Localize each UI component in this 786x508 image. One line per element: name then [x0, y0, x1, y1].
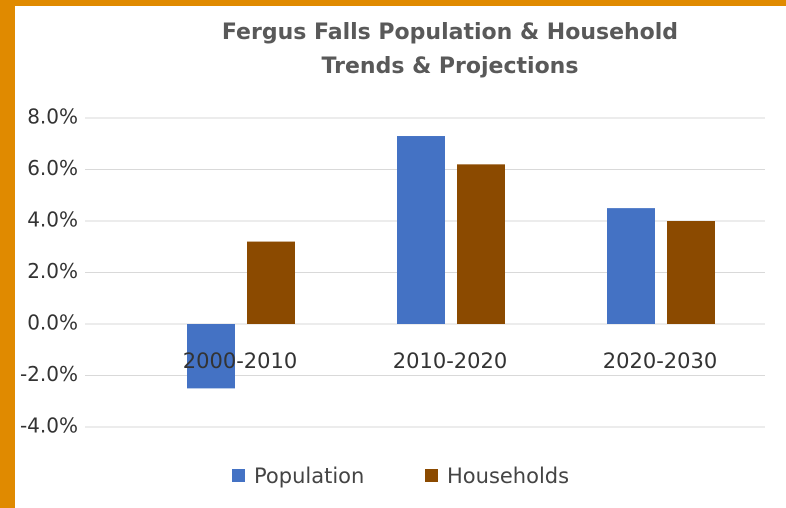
- bar: [247, 241, 295, 324]
- legend-swatch: [232, 469, 245, 482]
- y-tick-label: 8.0%: [27, 105, 78, 129]
- bar: [187, 324, 235, 389]
- bar: [667, 221, 715, 324]
- legend-label: Households: [447, 464, 569, 488]
- bar: [397, 136, 445, 324]
- bar: [457, 164, 505, 324]
- y-tick-label: -2.0%: [20, 362, 78, 386]
- y-tick-label: 0.0%: [27, 311, 78, 335]
- legend-label: Population: [254, 464, 364, 488]
- y-tick-label: 6.0%: [27, 156, 78, 180]
- x-tick-label: 2000-2010: [183, 349, 297, 373]
- bar: [607, 208, 655, 324]
- x-tick-label: 2020-2030: [603, 349, 717, 373]
- y-tick-label: 2.0%: [27, 259, 78, 283]
- y-tick-label: -4.0%: [20, 414, 78, 438]
- x-tick-label: 2010-2020: [393, 349, 507, 373]
- chart-title: Trends & Projections: [322, 54, 579, 79]
- chart-title: Fergus Falls Population & Household: [222, 20, 678, 45]
- legend-swatch: [425, 469, 438, 482]
- y-tick-label: 4.0%: [27, 208, 78, 232]
